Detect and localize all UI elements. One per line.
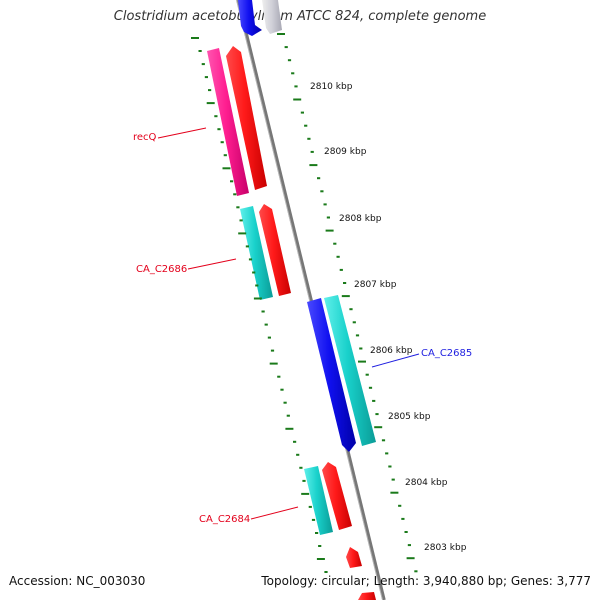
gene-arrow-red-3[interactable] xyxy=(322,462,352,530)
ruler-track-right xyxy=(277,33,418,573)
gene-arrow-red-2[interactable] xyxy=(259,204,291,296)
callout-line-CA_C2684 xyxy=(250,506,299,520)
gene-arrow-CA_C2685[interactable] xyxy=(307,298,356,452)
scale-label-2809: 2809 kbp xyxy=(324,147,367,157)
gene-arrow-recQ[interactable] xyxy=(207,48,249,196)
scale-label-2810: 2810 kbp xyxy=(310,82,353,92)
accession-text: Accession: NC_003030 xyxy=(9,574,146,588)
gene-arrow-CA_C2684[interactable] xyxy=(304,466,333,535)
scale-label-2806: 2806 kbp xyxy=(370,346,413,356)
gene-label-CA_C2684[interactable]: CA_C2684 xyxy=(199,514,250,525)
callout-CA_C2684[interactable]: CA_C2684 xyxy=(199,506,299,525)
callout-CA_C2685[interactable]: CA_C2685 xyxy=(371,348,472,368)
callout-recQ[interactable]: recQ xyxy=(133,127,207,143)
gene-arrow-red-4[interactable] xyxy=(346,547,362,568)
gene-arrow-CA_C2686[interactable] xyxy=(240,206,273,300)
map-title: Clostridium acetobutylicum ATCC 824, com… xyxy=(113,9,487,24)
ruler-track-left xyxy=(191,37,328,573)
scale-label-2803: 2803 kbp xyxy=(424,543,467,553)
summary-text: Topology: circular; Length: 3,940,880 bp… xyxy=(261,574,591,588)
gene-label-CA_C2685[interactable]: CA_C2685 xyxy=(421,348,472,359)
scale-label-2804: 2804 kbp xyxy=(405,478,448,488)
scale-label-2808: 2808 kbp xyxy=(339,214,382,224)
gene-label-CA_C2686[interactable]: CA_C2686 xyxy=(136,264,187,275)
genome-backbone-highlight xyxy=(236,0,383,600)
gene-arrow-top-grey[interactable] xyxy=(262,0,282,34)
gene-arrow-cyan-right[interactable] xyxy=(324,295,376,446)
callout-line-CA_C2686 xyxy=(187,258,237,270)
scale-label-2805: 2805 kbp xyxy=(388,412,431,422)
gene-arrow-top-blue[interactable] xyxy=(238,0,262,36)
gene-arrow-red-5[interactable] xyxy=(358,592,376,600)
scale-labels: 2810 kbp 2809 kbp 2808 kbp 2807 kbp 2806… xyxy=(310,82,467,553)
genome-backbone xyxy=(236,0,386,600)
callout-CA_C2686[interactable]: CA_C2686 xyxy=(136,258,237,275)
callout-line-recQ xyxy=(157,127,207,139)
scale-label-2807: 2807 kbp xyxy=(354,280,397,290)
gene-label-recQ[interactable]: recQ xyxy=(133,132,157,143)
callout-line-CA_C2685 xyxy=(371,353,420,368)
gene-arrow-red-1[interactable] xyxy=(226,46,267,190)
